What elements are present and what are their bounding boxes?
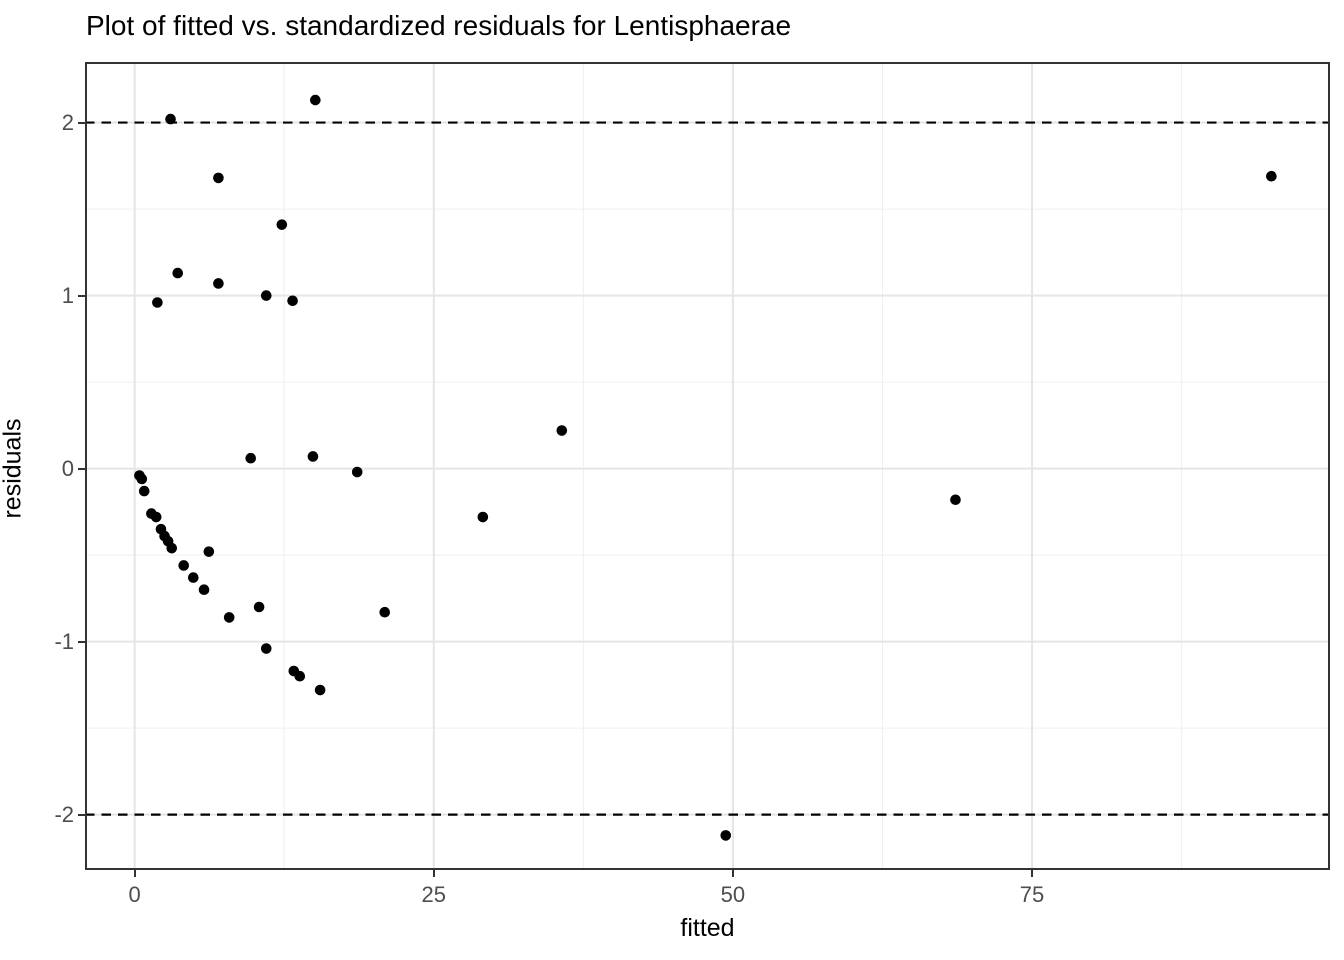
- x-axis-title: fitted: [680, 914, 735, 942]
- scatter-plot-canvas: [85, 62, 1330, 870]
- data-point: [556, 425, 568, 436]
- y-tick-mark: [78, 121, 85, 124]
- x-tick-mark: [731, 870, 734, 877]
- data-point: [253, 601, 265, 613]
- data-point: [287, 295, 298, 307]
- data-point: [203, 546, 215, 557]
- data-point: [260, 643, 272, 654]
- panel-border: [85, 62, 1330, 870]
- data-point: [165, 113, 176, 125]
- data-point: [223, 612, 235, 623]
- y-tick-mark: [78, 640, 85, 643]
- y-tick-mark: [78, 813, 85, 816]
- data-point: [720, 830, 732, 841]
- data-point: [245, 452, 257, 464]
- x-tick-label: 25: [421, 882, 447, 907]
- data-point: [187, 572, 199, 583]
- data-point: [351, 466, 363, 478]
- y-tick-mark: [78, 294, 85, 297]
- y-tick-label: -1: [54, 628, 74, 654]
- data-point: [213, 278, 224, 289]
- data-point: [310, 94, 321, 106]
- data-point: [166, 542, 178, 554]
- data-point: [138, 485, 150, 497]
- x-tick-mark: [1031, 870, 1034, 877]
- data-point: [1266, 170, 1277, 182]
- data-point: [150, 511, 162, 523]
- x-tick-label: 0: [128, 882, 141, 907]
- data-point: [294, 670, 306, 682]
- data-point: [172, 267, 184, 279]
- x-tick-label: 50: [720, 882, 746, 907]
- data-point: [198, 584, 210, 596]
- data-point: [314, 684, 326, 696]
- y-axis-title: residuals: [0, 418, 27, 519]
- data-point: [260, 290, 272, 301]
- chart-title: Plot of fitted vs. standardized residual…: [86, 10, 792, 41]
- plot-panel: [85, 62, 1330, 870]
- data-point: [136, 473, 148, 485]
- data-point: [213, 172, 224, 184]
- x-tick-mark: [432, 870, 435, 877]
- y-tick-label: 2: [61, 109, 74, 135]
- data-point: [379, 606, 391, 618]
- data-point: [276, 219, 288, 230]
- data-point: [477, 511, 489, 523]
- y-tick-mark: [78, 467, 85, 470]
- y-tick-label: 0: [61, 455, 74, 481]
- x-tick-mark: [133, 870, 136, 877]
- x-tick-label: 75: [1019, 882, 1045, 907]
- data-point: [152, 297, 163, 308]
- data-point: [950, 494, 961, 506]
- y-tick-label: 1: [61, 282, 74, 308]
- y-tick-label: -2: [54, 801, 74, 827]
- data-point: [307, 451, 319, 462]
- data-point: [178, 560, 190, 571]
